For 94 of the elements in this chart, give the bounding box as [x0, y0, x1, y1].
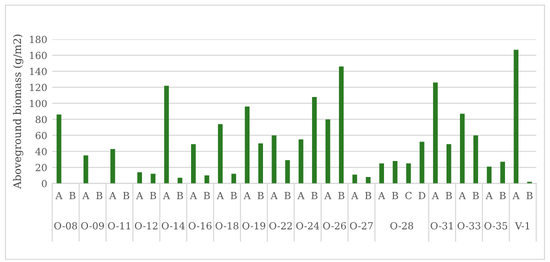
x-tick-label: A [244, 192, 251, 200]
x-tick-label: A [351, 192, 358, 200]
y-tick-label: 180 [30, 36, 47, 44]
text: V-1 [514, 222, 530, 230]
bar [244, 106, 250, 184]
bar [285, 160, 290, 184]
x-tick-label: A [486, 192, 493, 200]
bar [392, 160, 398, 184]
bar [352, 174, 358, 184]
bar [406, 163, 411, 184]
x-tick-label: A [512, 192, 520, 200]
bar [338, 66, 344, 184]
x-tick-label: B [526, 192, 533, 200]
bar [56, 114, 62, 184]
bar [312, 96, 317, 184]
bar [84, 155, 88, 184]
bar [258, 143, 263, 184]
bar [514, 50, 518, 184]
text: O-12 [134, 222, 158, 230]
text: O-33 [458, 222, 480, 230]
bar [298, 139, 304, 184]
x-tick-label: A [432, 192, 440, 200]
bar [379, 163, 384, 184]
bar [231, 174, 236, 184]
x-tick-label: A [458, 192, 466, 200]
x-tick-label: A [216, 192, 224, 200]
text: O-27 [350, 222, 373, 230]
bar [150, 174, 156, 184]
bar [460, 114, 465, 184]
x-tick-label: A [297, 192, 305, 200]
text: O-28 [390, 222, 414, 230]
text: O-31 [430, 222, 453, 230]
x-tick-label: D [418, 192, 426, 200]
x-tick-label: B [392, 192, 398, 200]
x-tick-label: B [69, 192, 76, 200]
bar [433, 82, 438, 184]
bar [500, 162, 505, 184]
text: O-14 [162, 222, 185, 230]
x-tick-label: C [405, 192, 412, 200]
x-tick-label: B [258, 192, 264, 200]
x-tick-label: B [176, 192, 183, 200]
x-tick-label: A [190, 192, 198, 200]
x-tick-label: B [500, 192, 506, 200]
text: O-16 [188, 222, 212, 230]
x-tick-label: B [311, 192, 318, 200]
y-axis-title: Aboveground biomass (g/m2) [13, 34, 24, 189]
y-tick-label: 40 [35, 148, 47, 156]
y-tick-label: 160 [30, 52, 47, 60]
x-tick-label: A [55, 192, 63, 200]
bar [473, 135, 478, 184]
x-tick-label: B [204, 192, 210, 200]
bar [178, 178, 182, 184]
x-tick-label: A [82, 192, 90, 200]
x-tick-label: B [446, 192, 452, 200]
text: O-22 [269, 222, 292, 230]
x-tick-label: B [472, 192, 479, 200]
x-tick-label: A [324, 192, 332, 200]
text: O-24 [296, 222, 320, 230]
x-tick-label: B [338, 192, 344, 200]
y-tick-label: 60 [36, 132, 47, 140]
y-tick-label: 120 [30, 84, 47, 92]
y-tick-label: 0 [42, 180, 47, 188]
bar [486, 166, 492, 184]
text: O-26 [323, 222, 346, 230]
x-tick-label: B [284, 192, 291, 200]
y-tick-label: 100 [30, 100, 47, 108]
x-tick-label: B [365, 192, 372, 200]
bar [420, 142, 424, 184]
text: O-09 [81, 222, 104, 230]
text: O-08 [54, 222, 78, 230]
text: O-19 [242, 222, 266, 230]
x-tick-label: B [123, 192, 130, 200]
x-tick-label: B [150, 192, 156, 200]
bar [191, 144, 196, 184]
text: O-35 [484, 222, 508, 230]
y-tick-label: 80 [36, 116, 47, 124]
bar [326, 119, 330, 184]
y-tick-label: 20 [36, 164, 47, 172]
text: O-18 [216, 222, 238, 230]
bar [446, 144, 452, 184]
y-tick-label: 140 [30, 68, 47, 76]
x-tick-label: B [96, 192, 102, 200]
x-tick-label: A [109, 192, 116, 200]
bar [272, 135, 276, 184]
x-tick-label: A [270, 192, 278, 200]
x-tick-label: B [230, 192, 237, 200]
x-tick-label: A [162, 192, 170, 200]
x-tick-label: A [378, 192, 386, 200]
bar [218, 124, 223, 184]
text: O-11 [108, 222, 130, 230]
bar [164, 86, 169, 184]
bar [137, 172, 142, 184]
x-tick-label: A [136, 192, 144, 200]
bar [110, 148, 116, 184]
